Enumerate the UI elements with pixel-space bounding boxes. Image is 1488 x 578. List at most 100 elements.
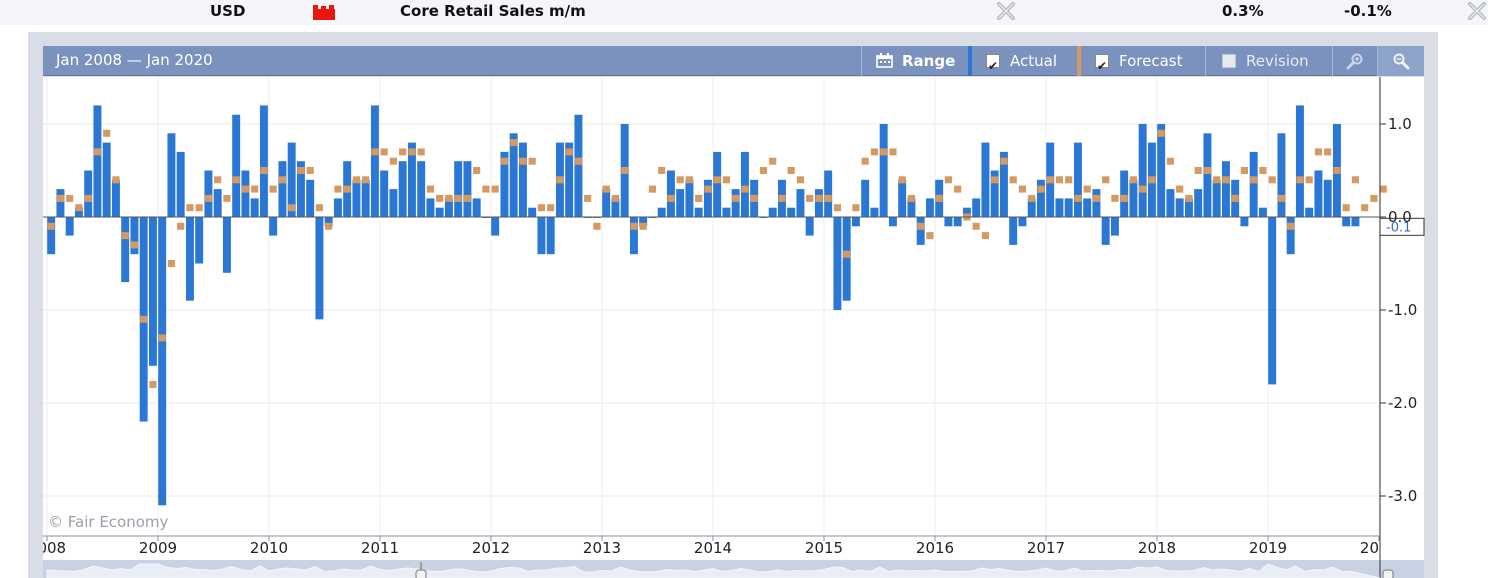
actual-bar bbox=[1240, 217, 1249, 227]
y-tick-label: -2.0 bbox=[1388, 394, 1417, 412]
actual-bar bbox=[315, 217, 324, 320]
actual-bar bbox=[158, 217, 167, 506]
forecast-marker bbox=[1166, 157, 1175, 165]
actual-bar bbox=[361, 179, 370, 217]
actual-bar bbox=[222, 217, 231, 273]
x-tick-label: 2008 bbox=[28, 539, 66, 557]
actual-bar bbox=[1323, 179, 1332, 217]
forecast-marker bbox=[732, 194, 740, 202]
actual-bar bbox=[528, 207, 537, 217]
forecast-marker bbox=[1305, 176, 1313, 184]
forecast-marker bbox=[722, 176, 731, 184]
close-detail-icon[interactable] bbox=[996, 1, 1016, 21]
forecast-marker bbox=[713, 176, 721, 184]
actual-bar bbox=[148, 217, 157, 366]
forecast-marker bbox=[796, 176, 805, 184]
actual-bar bbox=[824, 170, 833, 217]
forecast-marker bbox=[1074, 194, 1082, 202]
actual-bar bbox=[861, 179, 870, 217]
actual-bar bbox=[1268, 217, 1277, 385]
x-tick-label: 2018 bbox=[1138, 539, 1176, 557]
forecast-marker bbox=[214, 176, 222, 184]
actual-checkbox[interactable] bbox=[986, 51, 1000, 81]
forecast-marker bbox=[741, 185, 749, 193]
forecast-marker bbox=[861, 157, 869, 165]
actual-bar bbox=[195, 217, 204, 264]
forecast-marker bbox=[611, 194, 620, 202]
forecast-toggle[interactable]: Forecast bbox=[1081, 46, 1205, 81]
forecast-marker bbox=[1361, 204, 1369, 212]
forecast-marker bbox=[223, 194, 231, 202]
forecast-marker bbox=[1240, 167, 1249, 174]
actual-bar bbox=[74, 207, 83, 217]
forecast-marker bbox=[769, 157, 777, 165]
forecast-marker bbox=[177, 222, 185, 230]
actual-bar bbox=[463, 161, 472, 217]
forecast-marker bbox=[1148, 176, 1156, 184]
forecast-marker bbox=[889, 148, 897, 156]
actual-bar bbox=[1314, 170, 1323, 217]
actual-bar bbox=[121, 217, 130, 283]
actual-bar bbox=[1009, 217, 1018, 245]
actual-bar bbox=[472, 198, 481, 217]
x-tick-label: 2017 bbox=[1027, 539, 1065, 557]
actual-bar bbox=[1277, 133, 1286, 217]
revision-toggle[interactable]: Revision bbox=[1205, 46, 1331, 76]
forecast-marker bbox=[1092, 194, 1101, 202]
actual-bar bbox=[898, 179, 907, 217]
actual-bar bbox=[185, 217, 194, 301]
actual-bar bbox=[426, 198, 435, 217]
actual-bar bbox=[1258, 207, 1267, 217]
forecast-marker bbox=[944, 176, 953, 184]
calendar-icon bbox=[876, 53, 893, 68]
forecast-marker bbox=[343, 185, 351, 193]
forecast-marker bbox=[833, 204, 842, 212]
zoom-out-button[interactable] bbox=[1377, 46, 1424, 76]
current-value-box bbox=[1379, 217, 1425, 236]
forecast-marker bbox=[241, 185, 250, 193]
forecast-marker bbox=[445, 194, 453, 202]
navigator-right-handle[interactable] bbox=[1382, 569, 1394, 578]
actual-bar bbox=[333, 198, 342, 217]
forecast-marker bbox=[436, 194, 444, 202]
forecast-marker bbox=[417, 148, 425, 156]
actual-value: 0.3% bbox=[1222, 2, 1264, 20]
forecast-marker bbox=[685, 176, 694, 184]
actual-bar bbox=[1351, 217, 1360, 227]
navigator-left-handle[interactable] bbox=[415, 569, 427, 578]
zoom-in-icon bbox=[1346, 53, 1363, 70]
actual-bar bbox=[1184, 198, 1193, 217]
forecast-marker bbox=[1102, 176, 1110, 184]
close-detail-icon[interactable] bbox=[1467, 1, 1487, 21]
forecast-marker bbox=[352, 176, 361, 184]
revision-checkbox[interactable] bbox=[1222, 54, 1236, 68]
y-tick-labels: 1.0 0.0 -1.0 -2.0 -3.0 bbox=[1388, 115, 1417, 505]
zoom-in-button[interactable] bbox=[1332, 46, 1376, 76]
range-button[interactable]: Range bbox=[861, 46, 967, 76]
forecast-marker bbox=[334, 185, 342, 193]
forecast-marker bbox=[186, 204, 194, 212]
actual-bar bbox=[269, 217, 278, 236]
x-tick-label: 2015 bbox=[805, 539, 843, 557]
event-title: Core Retail Sales m/m bbox=[400, 2, 586, 20]
actual-bar bbox=[1221, 161, 1230, 217]
forecast-marker bbox=[528, 157, 536, 165]
forecast-marker bbox=[204, 194, 213, 202]
actual-bar bbox=[1129, 179, 1138, 217]
actual-bar bbox=[278, 161, 287, 217]
actual-bar bbox=[981, 142, 990, 217]
actual-toggle[interactable]: Actual bbox=[972, 46, 1076, 81]
event-row[interactable]: USD Core Retail Sales m/m 0.3% -0.1% bbox=[0, 0, 1488, 25]
forecast-marker bbox=[158, 334, 166, 342]
forecast-checkbox[interactable] bbox=[1095, 51, 1109, 81]
forecast-marker bbox=[399, 148, 407, 156]
forecast-marker bbox=[1250, 176, 1258, 184]
forecast-color-swatch bbox=[1077, 46, 1081, 76]
actual-bar bbox=[916, 217, 925, 245]
x-tick-labels: 2008 2009 2010 2011 2012 2013 2014 2015 2016 2017… bbox=[28, 536, 1380, 557]
forecast-marker bbox=[1194, 167, 1202, 174]
forecast-marker bbox=[1185, 194, 1193, 202]
x-tick-label: 2013 bbox=[583, 539, 621, 557]
forecast-marker bbox=[1222, 176, 1230, 184]
